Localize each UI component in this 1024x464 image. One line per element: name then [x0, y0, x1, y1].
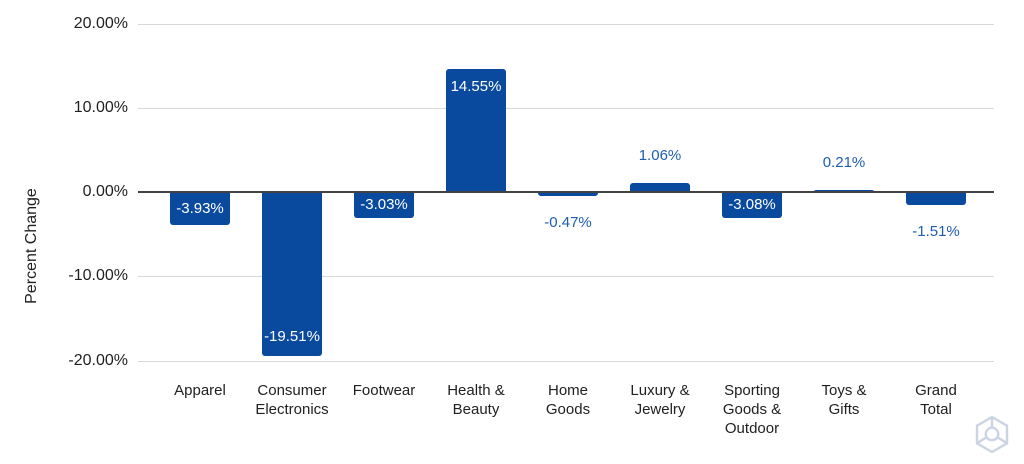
- y-gridline: [138, 276, 994, 278]
- bar-footwear: [354, 192, 414, 218]
- x-axis-label: Consumer Electronics: [246, 381, 338, 419]
- y-tick-label: 10.00%: [73, 98, 128, 116]
- x-axis-label: Home Goods: [522, 381, 614, 419]
- x-axis-label: Toys & Gifts: [798, 381, 890, 419]
- y-gridline: [138, 107, 994, 109]
- x-axis-label-line: Goods &: [722, 401, 782, 418]
- x-axis-label-line: Electronics: [255, 401, 329, 418]
- x-axis-label: Apparel: [154, 381, 246, 400]
- x-axis-baseline: [138, 191, 994, 193]
- y-tick-label: 0.00%: [82, 183, 128, 200]
- x-axis-label-line: Outdoor: [724, 420, 780, 437]
- x-axis-label-line: Gifts: [828, 401, 860, 418]
- y-tick-label: -20.00%: [68, 351, 128, 369]
- bar-annotation: -3.93%: [176, 199, 224, 217]
- x-axis-label: Footwear: [338, 381, 430, 400]
- x-axis-label-line: Grand: [915, 382, 957, 399]
- y-gridline: [138, 23, 994, 25]
- x-axis-label: Luxury & Jewelry: [614, 381, 706, 419]
- bar-annotation: -3.03%: [360, 195, 408, 213]
- bar-sporting-goods-outdoor: [722, 192, 782, 218]
- bar-grand-total: [906, 192, 966, 205]
- x-axis-label-line: Consumer: [257, 382, 327, 399]
- bar-annotation: 14.55%: [450, 78, 502, 96]
- cube-icon: [975, 415, 1009, 454]
- x-axis-label-line: Toys &: [821, 382, 867, 399]
- bar-apparel: [170, 192, 230, 226]
- x-axis-label-line: Goods: [545, 401, 591, 418]
- x-axis-label-line: Home: [547, 382, 588, 399]
- bar-annotation: 0.21%: [822, 154, 866, 171]
- x-axis-label: Grand Total: [890, 381, 982, 419]
- y-axis-title: Percent Change: [23, 188, 40, 304]
- bar-annotation: -0.47%: [544, 214, 592, 231]
- bar-annotation: -3.08%: [728, 196, 776, 213]
- y-tick-label: -10.00%: [68, 267, 128, 285]
- bar-annotation: -19.51%: [264, 328, 320, 346]
- x-axis-label-line: Sporting: [724, 382, 780, 399]
- x-axis-label-line: Luxury &: [630, 382, 690, 399]
- y-tick-label: 20.00%: [73, 14, 128, 32]
- x-axis-label: Health & Beauty: [430, 381, 522, 419]
- bar-home-goods: [538, 192, 598, 196]
- x-axis-label: Sporting Goods & Outdoor: [706, 381, 798, 438]
- bar-annotation: -1.51%: [912, 222, 960, 240]
- x-axis-label-line: Jewelry: [634, 401, 686, 418]
- bar-annotation: 1.06%: [638, 147, 682, 165]
- x-axis-label-line: Total: [920, 401, 952, 418]
- bar-consumer-electronics: [262, 192, 322, 357]
- y-gridline: [138, 360, 994, 362]
- x-axis-label-line: Footwear: [352, 382, 416, 399]
- x-axis-label-line: Apparel: [174, 382, 226, 399]
- x-axis-label-line: Health &: [447, 382, 505, 399]
- x-axis-label-line: Beauty: [452, 401, 500, 418]
- bar-luxury-jewelry: [630, 183, 690, 192]
- bar-health-beauty: [446, 69, 506, 192]
